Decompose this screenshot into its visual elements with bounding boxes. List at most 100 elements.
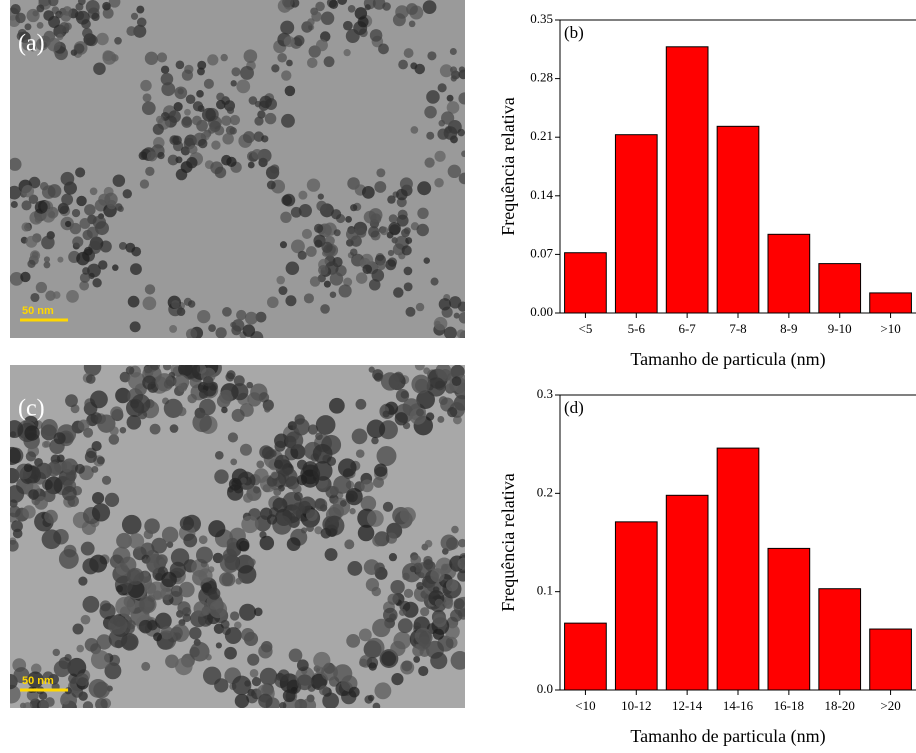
particle [109,426,118,435]
particle [350,204,357,211]
particle [297,674,313,690]
particle [9,506,21,518]
particle [383,502,393,512]
particle [264,407,270,413]
particle [102,476,111,485]
particle [102,2,111,11]
particle [83,701,93,711]
particle [275,455,290,470]
particle [178,383,187,392]
particle [293,418,310,435]
particle [232,409,245,422]
particle [434,178,443,187]
particle [447,95,454,102]
particle [459,312,470,323]
particle [123,189,132,198]
particle [61,194,73,206]
particle [356,449,365,458]
particle [267,181,276,190]
particle [457,570,468,581]
particle [280,212,291,223]
particle [66,290,79,303]
particle [169,325,177,333]
particle [279,702,286,709]
particle [236,310,246,320]
panel-label: (b) [564,23,584,42]
particle [316,415,336,435]
particle [90,187,98,195]
bar [717,126,759,313]
particle [53,291,61,299]
particle [273,498,288,513]
particle [208,587,220,599]
particle [85,638,99,652]
particle [280,241,287,248]
particle [416,303,424,311]
particle [129,533,145,549]
particle [322,692,339,709]
particle [302,229,312,239]
bar [666,47,708,313]
bar [870,293,912,313]
particle [356,272,367,283]
particle [380,227,389,236]
particle [329,0,338,9]
particle [267,514,277,524]
particle [11,520,23,532]
particle [345,216,352,223]
particle [307,18,314,25]
particle [383,608,398,623]
particle [10,4,20,14]
particle [93,62,106,75]
y-tick-label: 0.1 [537,583,553,598]
particle [243,131,255,143]
particle [92,492,104,504]
particle [10,431,16,437]
particle [92,278,101,287]
x-tick-label: 6-7 [678,321,696,336]
y-tick-label: 0.3 [537,386,553,401]
bar [565,253,607,313]
particle [136,6,144,14]
particle [424,257,430,263]
particle [316,201,327,212]
particle [280,21,294,35]
particle [126,366,135,375]
particle [184,109,191,116]
particle [401,391,409,399]
particle [321,664,338,681]
particle [278,669,290,681]
particle [423,0,437,14]
particle [258,694,272,708]
particle [256,461,264,469]
particle [313,461,333,481]
particle [457,329,466,338]
particle [81,542,95,556]
particle [248,558,256,566]
particle [126,620,135,629]
particle [246,382,253,389]
particle [372,535,384,547]
y-axis-title: Frequência relativa [498,97,518,235]
particle [331,209,341,219]
particle [376,568,387,579]
particle [259,445,272,458]
particle [43,262,50,269]
x-tick-label: 5-6 [628,321,646,336]
particle [222,307,232,317]
particle [91,650,110,669]
particle [85,451,97,463]
particle [221,115,231,125]
particle [409,21,416,28]
particle [139,151,148,160]
particle [145,582,157,594]
particle [254,468,269,483]
particle [168,110,181,123]
particle [285,86,296,97]
particle [105,493,119,507]
particle [435,599,443,607]
x-tick-label: <10 [575,698,595,713]
particle [171,585,182,596]
particle [271,64,279,72]
particle [273,488,281,496]
